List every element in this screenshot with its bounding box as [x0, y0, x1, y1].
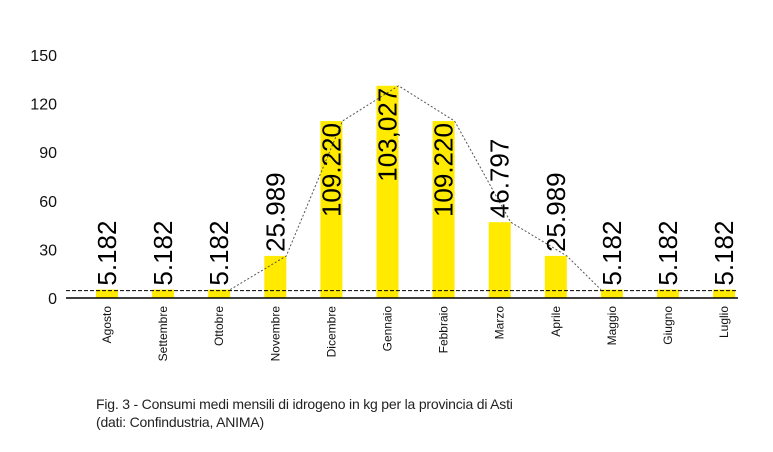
y-tick-label: 60	[39, 194, 57, 211]
data-label: 109.220	[316, 123, 346, 217]
x-tick-label: Marzo	[493, 306, 507, 340]
bar	[488, 222, 511, 298]
x-tick-label: Giugno	[661, 306, 675, 345]
bar	[264, 255, 287, 298]
bar	[713, 289, 736, 298]
bar	[208, 289, 231, 298]
data-label: 109.220	[429, 123, 459, 217]
bar-chart: 0 30 60 90 120 150 5.182 5.182 5.182 25.989 109.22…	[30, 48, 739, 362]
y-tick-label: 90	[39, 145, 57, 162]
bar	[544, 255, 567, 298]
x-tick-label: Novembre	[268, 306, 282, 362]
bar	[657, 289, 679, 298]
data-label: 5.182	[653, 221, 683, 286]
x-tick-label: Maggio	[605, 306, 619, 346]
bar	[376, 85, 399, 298]
data-label: 5.182	[92, 221, 122, 286]
y-tick-label: 30	[39, 242, 57, 259]
caption-line-2: (dati: Confindustria, ANIMA)	[96, 414, 264, 430]
y-tick-label: 150	[30, 48, 57, 65]
x-tick-label: Luglio	[717, 306, 731, 338]
data-label: 5.182	[148, 221, 178, 286]
x-tick-label: Settembre	[156, 306, 170, 362]
caption-line-1: Fig. 3 - Consumi medi mensili di idrogen…	[96, 396, 513, 412]
data-label: 5.182	[709, 221, 739, 286]
bar	[432, 121, 455, 298]
data-label: 5.182	[204, 221, 234, 286]
x-tick-label: Dicembre	[324, 306, 338, 358]
trend-line	[229, 85, 602, 291]
data-label: 46.797	[485, 139, 515, 219]
data-label: 25.989	[260, 172, 290, 252]
x-tick-label: Febbraio	[437, 306, 451, 354]
x-tick-label: Aprile	[549, 306, 563, 337]
y-tick-label: 0	[48, 291, 57, 308]
x-tick-label: Ottobre	[212, 306, 226, 346]
bar	[600, 289, 623, 298]
bar	[96, 289, 118, 298]
data-label: 103,027	[373, 88, 403, 182]
data-label: 25.989	[541, 172, 571, 252]
figure-caption: Fig. 3 - Consumi medi mensili di idrogen…	[96, 395, 513, 431]
y-tick-label: 120	[30, 97, 57, 114]
bar	[152, 289, 175, 298]
data-label: 5.182	[597, 221, 627, 286]
x-tick-label: Gennaio	[381, 306, 395, 352]
x-tick-label: Agosto	[100, 306, 114, 344]
bar	[320, 121, 343, 298]
